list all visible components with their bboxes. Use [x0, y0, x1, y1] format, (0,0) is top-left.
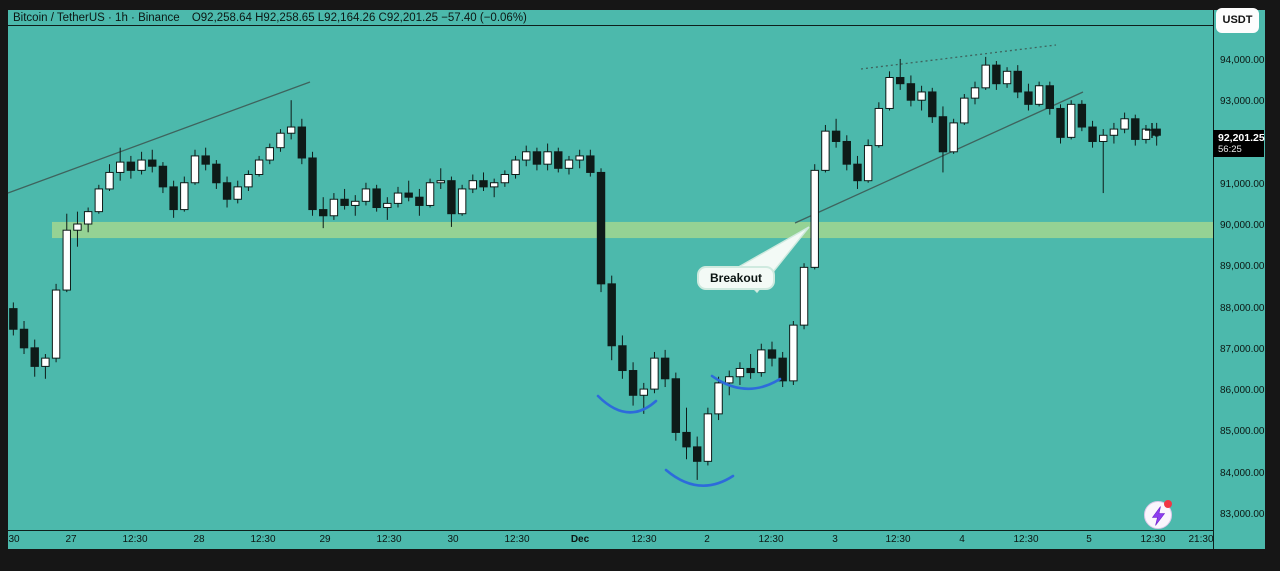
breakout-callout[interactable]: Breakout [697, 266, 776, 290]
lightning-bolt-icon [1151, 506, 1166, 526]
time-axis-label: 12:30 [758, 534, 784, 545]
bar-countdown: 56:25 [1218, 144, 1242, 155]
last-price-value: 92,201.25 [1218, 132, 1265, 144]
time-axis-label: 2 [704, 534, 710, 545]
time-axis-label: 12:30 [631, 534, 657, 545]
support-arc [596, 394, 658, 414]
price-axis-label: 94,000.00 [1220, 55, 1265, 66]
ohlc-values: O92,258.64 H92,258.65 L92,164.26 C92,201… [191, 12, 527, 24]
price-axis-label: 84,000.00 [1220, 467, 1265, 479]
time-axis-label: 12:30 [885, 534, 911, 545]
notification-dot [1164, 500, 1172, 508]
symbol-title: Bitcoin / TetherUS · 1h · Binance [13, 12, 180, 24]
time-axis-label: 12:30 [122, 534, 148, 545]
time-axis-label: 21:30 [1188, 534, 1214, 545]
time-axis-label: 28 [193, 534, 205, 545]
time-axis-label: 29 [319, 534, 331, 545]
time-axis-label: 30 [447, 534, 459, 545]
time-axis-label: 12:30 [1140, 534, 1166, 545]
support-arc [710, 374, 782, 391]
time-axis-label: 12:30 [250, 534, 276, 545]
currency-toggle-button[interactable]: USDT [1216, 8, 1259, 33]
time-axis-label: 12:30 [1013, 534, 1039, 545]
price-axis-label: 93,000.00 [1220, 96, 1265, 108]
price-axis-label: 89,000.00 [1220, 261, 1265, 273]
price-axis-label: 83,000.00 [1220, 508, 1265, 520]
candles [9, 56, 1161, 480]
time-axis-label: 27 [65, 534, 77, 545]
price-axis-label: 86,000.00 [1220, 385, 1265, 397]
trendline [860, 44, 1057, 70]
price-axis-label: 88,000.00 [1220, 302, 1265, 314]
price-axis-label: 85,000.00 [1220, 426, 1265, 438]
spark-events-button[interactable] [1144, 500, 1172, 529]
last-price-badge: 92,201.25 56:25 [1213, 130, 1265, 157]
time-axis-label: 12:30 [504, 534, 530, 545]
trendline [794, 91, 1084, 224]
crosshair-cursor [1145, 123, 1160, 138]
time-axis-label: 3 [832, 534, 838, 545]
time-axis-label: 30 [8, 534, 20, 545]
supply-zone [52, 221, 1213, 239]
time-axis[interactable]: 30 27 12:30 28 12:30 29 12:30 30 12:30 Dec 12:30 2 1… [8, 530, 1214, 550]
support-arc [664, 468, 735, 487]
price-axis[interactable]: 94,000.00 93,000.00 91,000.00 90,000.00 89,0… [1213, 10, 1266, 549]
time-axis-label: Dec [570, 534, 590, 545]
price-axis-label: 91,000.00 [1220, 178, 1265, 190]
symbol-header[interactable]: Bitcoin / TetherUS · 1h · Binance O92,25… [8, 10, 1213, 26]
chart-widget-background [8, 10, 1265, 549]
time-axis-label: 4 [959, 534, 965, 545]
price-axis-label: 90,000.00 [1220, 220, 1265, 232]
trendline [7, 81, 311, 194]
price-axis-label: 87,000.00 [1220, 343, 1265, 355]
time-axis-label: 5 [1086, 534, 1092, 545]
time-axis-label: 12:30 [376, 534, 402, 545]
